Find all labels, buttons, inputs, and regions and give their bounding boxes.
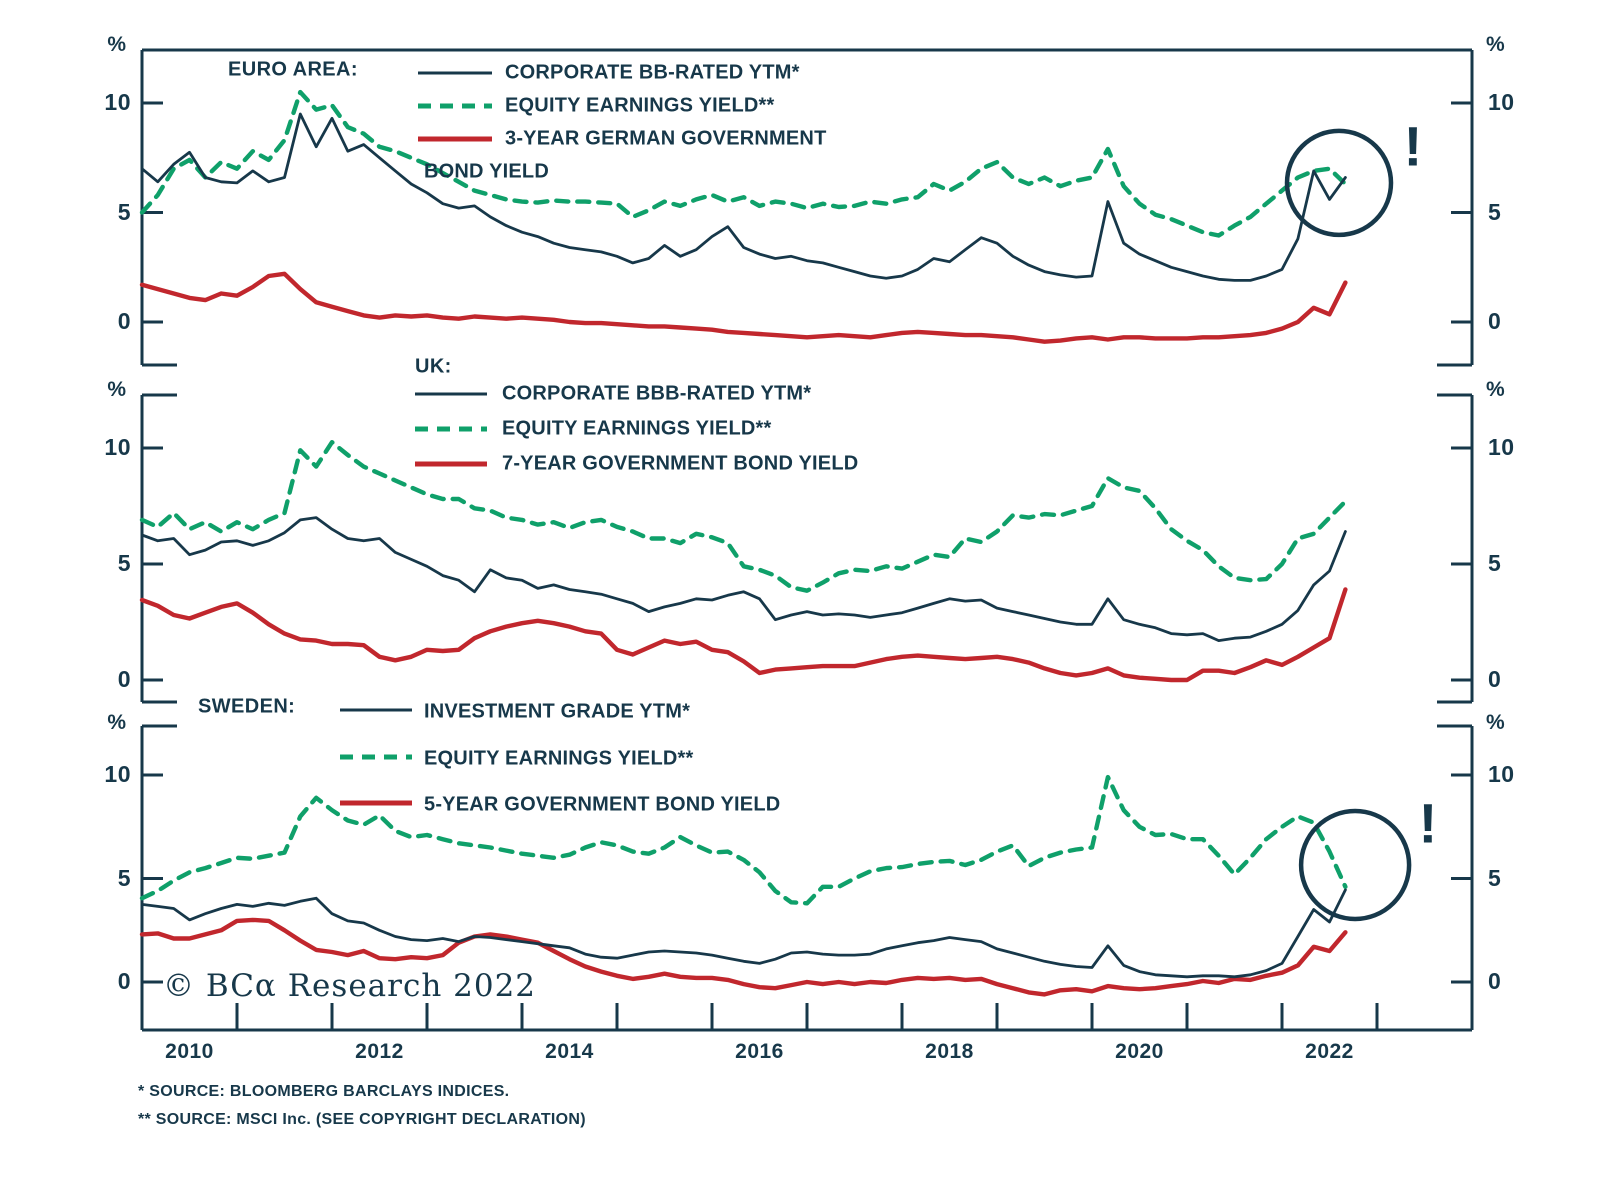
- series-panel0-green: [139, 89, 1348, 238]
- legend-label-ea-corporate: CORPORATE BB-RATED YTM*: [505, 61, 800, 84]
- series-panel1-navy: [140, 516, 1347, 642]
- series-panel0-red: [139, 271, 1348, 344]
- series-panel1-green: [139, 440, 1348, 593]
- region-label-uk: UK:: [415, 355, 452, 378]
- series-panel2-red: [139, 917, 1348, 997]
- percent-sign-right-panel1: %: [1486, 378, 1505, 401]
- y-label-right-panel0-10: 10: [1488, 89, 1515, 115]
- region-label-euro-area: EURO AREA:: [228, 58, 358, 81]
- y-label-left-panel1-5: 5: [117, 550, 131, 576]
- y-label-right-panel0-0: 0: [1488, 308, 1502, 334]
- y-label-left-panel2-5: 5: [117, 864, 131, 891]
- alert-circle-panel2: [1298, 808, 1412, 922]
- legend-line-ea-government: [418, 136, 492, 142]
- series-panel2-green: [139, 774, 1348, 906]
- alert-exclamation-bottom: !: [1418, 791, 1438, 855]
- alert-circle-panel0: [1284, 128, 1394, 238]
- legend-label-uk-equity: EQUITY EARNINGS YIELD**: [502, 417, 772, 440]
- x-axis-label-2016: 2016: [735, 1040, 784, 1063]
- legend-line-ea-equity: [418, 103, 492, 109]
- percent-sign-left-panel2: %: [107, 711, 126, 734]
- alert-exclamation-top: !: [1403, 114, 1423, 178]
- bca-research-watermark: © BCα Research 2022: [163, 968, 537, 1004]
- x-axis-label-2014: 2014: [545, 1040, 594, 1063]
- y-label-right-panel1-0: 0: [1488, 666, 1502, 692]
- series-panel1-red: [139, 587, 1348, 683]
- y-label-right-panel1-5: 5: [1488, 550, 1502, 576]
- legend-line-sw-corporate: [340, 708, 412, 712]
- percent-sign-left-panel1: %: [107, 378, 126, 401]
- y-label-left-panel0-0: 0: [117, 308, 131, 334]
- y-label-right-panel2-0: 0: [1488, 968, 1502, 994]
- legend-line-uk-equity: [415, 426, 487, 432]
- x-axis-label-2018: 2018: [925, 1040, 974, 1063]
- legend-line-sw-government: [340, 800, 412, 806]
- x-axis-label-2012: 2012: [355, 1040, 404, 1063]
- y-label-left-panel2-0: 0: [117, 968, 131, 994]
- y-label-left-panel2-10: 10: [104, 761, 131, 787]
- legend-line-uk-corporate: [415, 392, 487, 396]
- legend-line-sw-equity: [340, 754, 412, 760]
- percent-sign-right-panel2: %: [1486, 711, 1505, 734]
- legend-label-sw-corporate: INVESTMENT GRADE YTM*: [424, 700, 691, 723]
- region-label-sweden: SWEDEN:: [198, 695, 296, 718]
- y-label-left-panel1-10: 10: [104, 434, 131, 460]
- x-axis-label-2020: 2020: [1115, 1040, 1164, 1063]
- legend-label-ea-government-wrap: BOND YIELD: [424, 160, 549, 183]
- y-label-left-panel1-0: 0: [117, 666, 131, 692]
- footnote-source-msci: ** SOURCE: MSCI Inc. (SEE COPYRIGHT DECL…: [138, 1111, 586, 1128]
- y-label-right-panel1-10: 10: [1488, 434, 1515, 460]
- legend-label-ea-government: 3-YEAR GERMAN GOVERNMENT: [505, 127, 827, 150]
- x-axis-label-2010: 2010: [165, 1040, 214, 1063]
- legend-line-ea-corporate: [418, 71, 492, 75]
- y-label-right-panel2-5: 5: [1488, 864, 1502, 891]
- legend-label-uk-corporate: CORPORATE BBB-RATED YTM*: [502, 382, 812, 405]
- percent-sign-left-panel0: %: [107, 33, 126, 56]
- legend-line-uk-government: [415, 461, 487, 467]
- footnote-source-bloomberg: * SOURCE: BLOOMBERG BARCLAYS INDICES.: [138, 1083, 510, 1100]
- legend-label-sw-equity: EQUITY EARNINGS YIELD**: [424, 747, 694, 770]
- percent-sign-right-panel0: %: [1486, 33, 1505, 56]
- legend-label-sw-government: 5-YEAR GOVERNMENT BOND YIELD: [424, 793, 781, 816]
- y-label-left-panel0-5: 5: [117, 198, 131, 225]
- series-panel0-navy: [140, 112, 1347, 282]
- series-panel2-navy: [140, 888, 1347, 979]
- x-axis-label-2022: 2022: [1305, 1040, 1354, 1063]
- legend-label-ea-equity: EQUITY EARNINGS YIELD**: [505, 94, 775, 117]
- y-label-left-panel0-10: 10: [104, 89, 131, 115]
- y-label-right-panel0-5: 5: [1488, 198, 1502, 225]
- y-label-right-panel2-10: 10: [1488, 761, 1515, 787]
- legend-label-uk-government: 7-YEAR GOVERNMENT BOND YIELD: [502, 452, 859, 475]
